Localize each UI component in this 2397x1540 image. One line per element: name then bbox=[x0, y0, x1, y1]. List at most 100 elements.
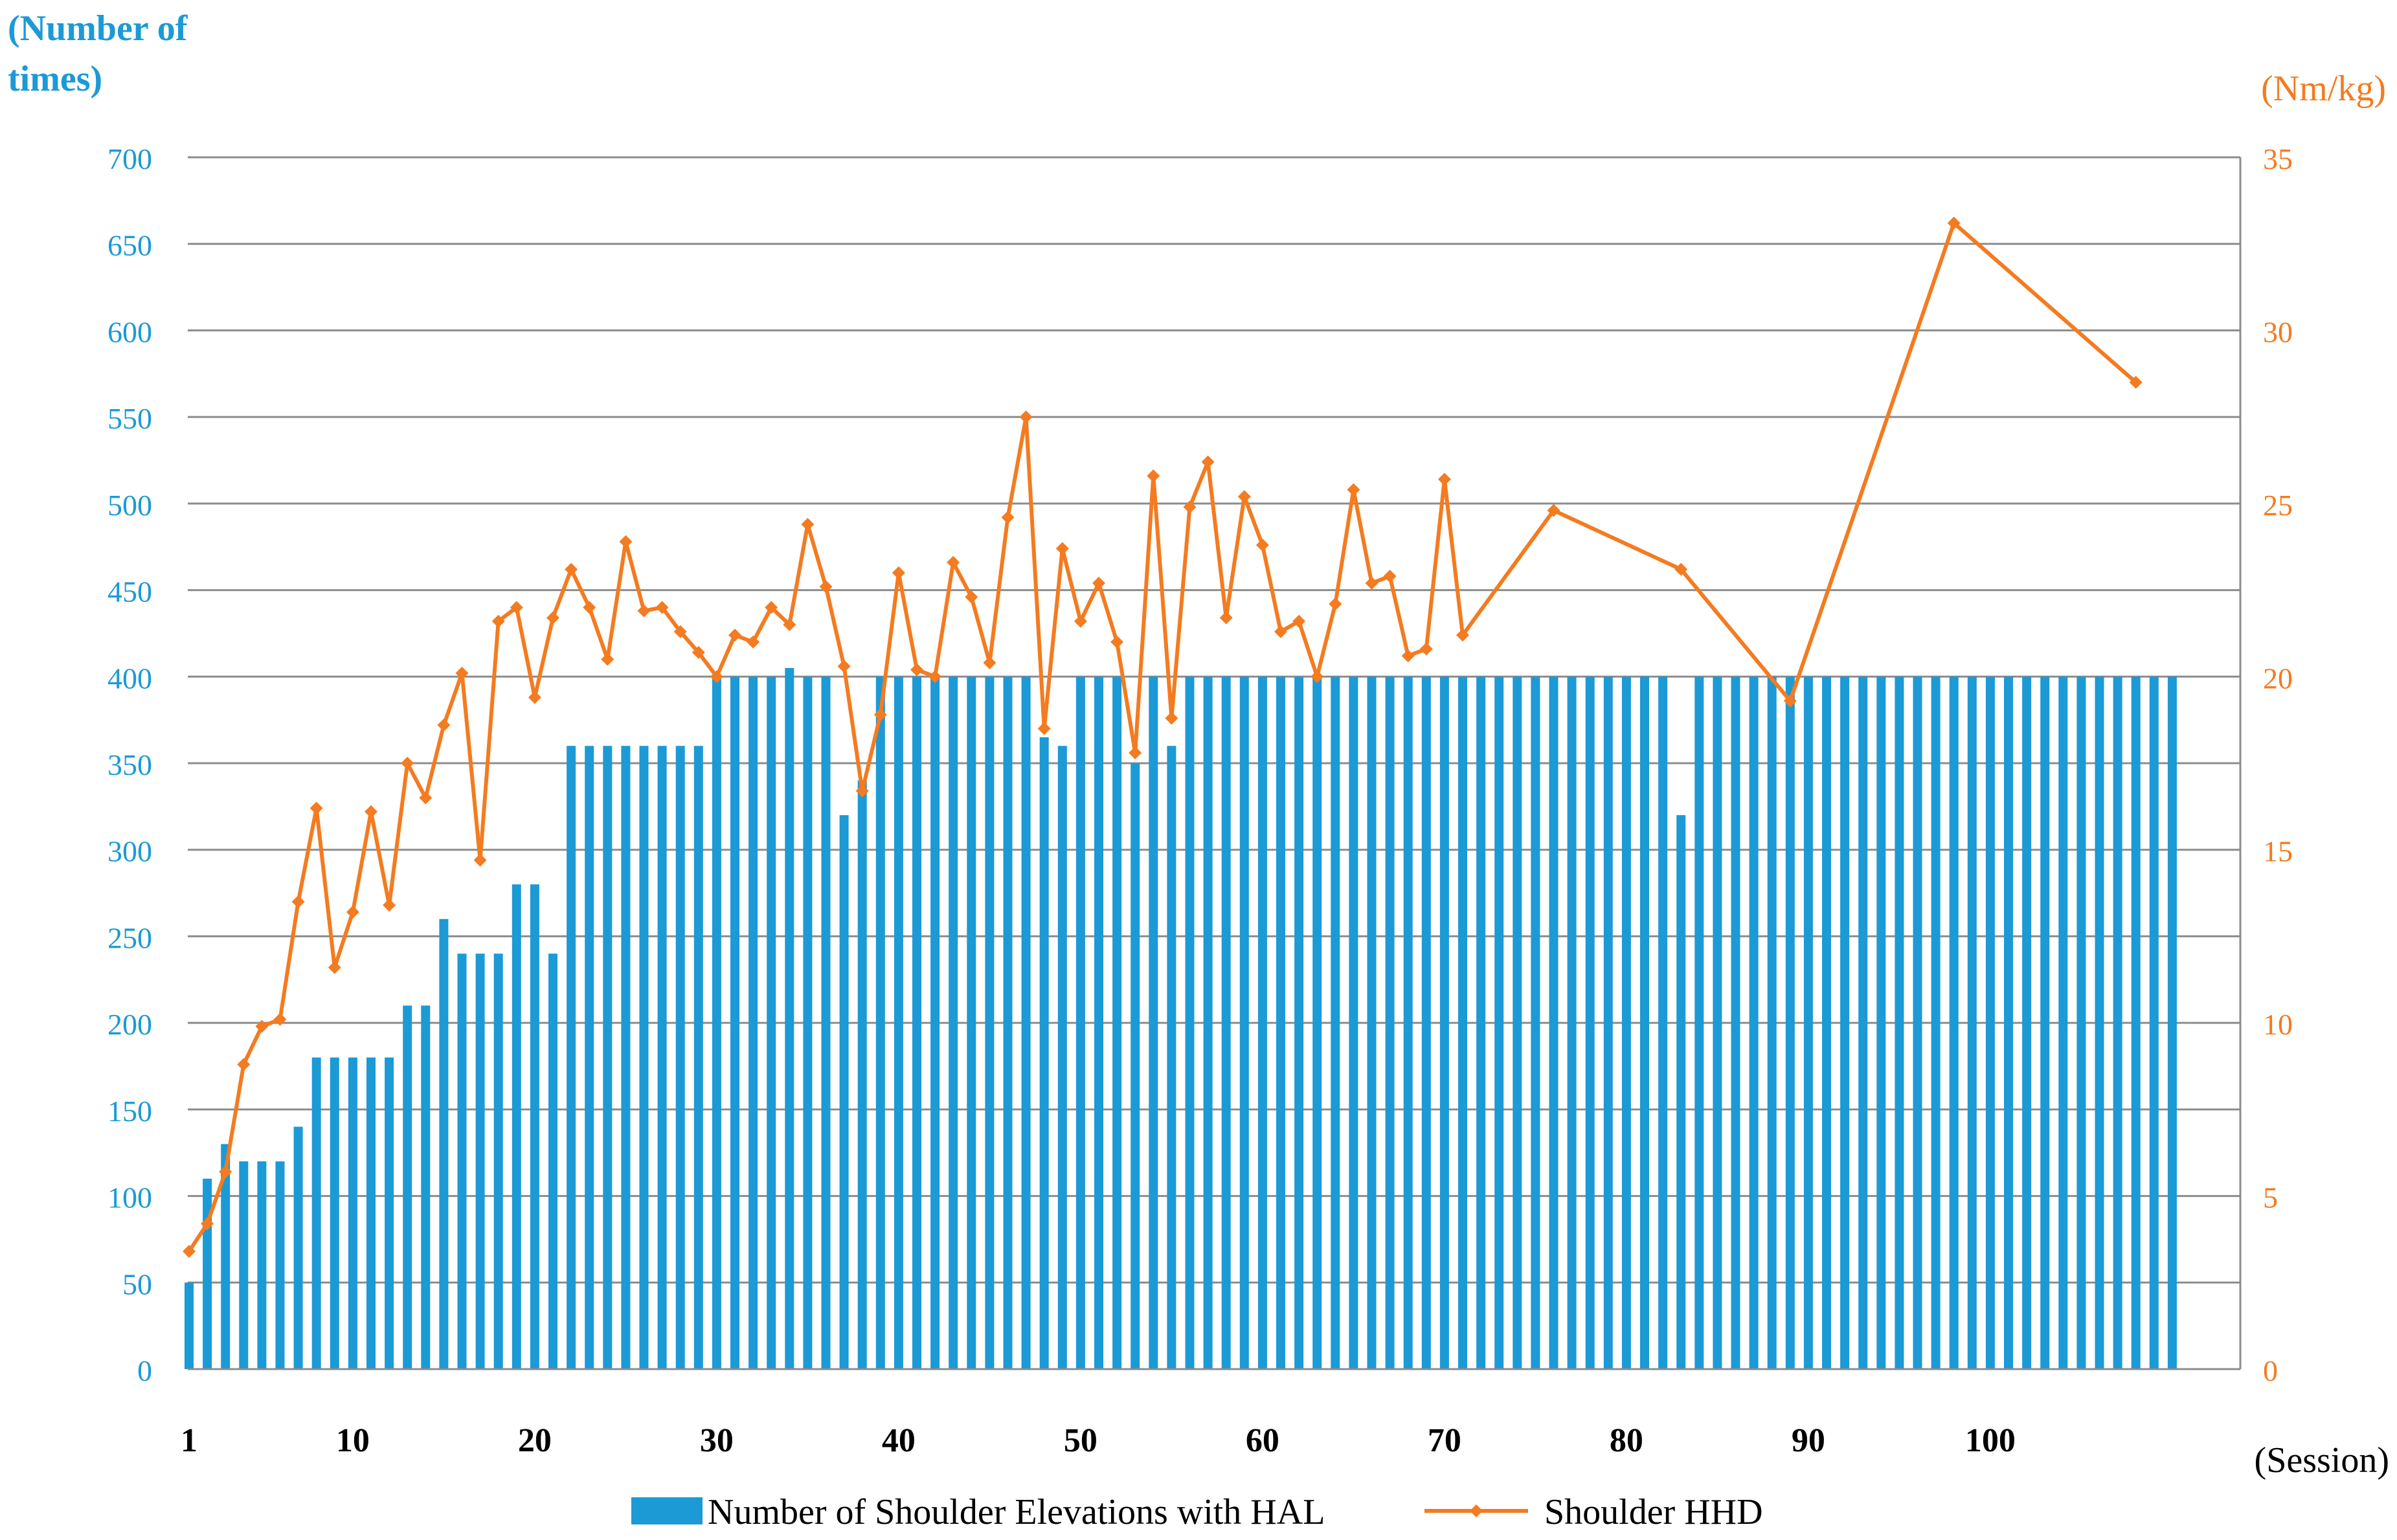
bar bbox=[603, 746, 613, 1369]
legend-line-marker bbox=[1470, 1504, 1483, 1517]
x-tick-label: 20 bbox=[518, 1422, 552, 1459]
hhd-point bbox=[401, 757, 414, 770]
bar bbox=[1239, 676, 1249, 1369]
bar bbox=[839, 815, 849, 1369]
hhd-point bbox=[291, 895, 305, 908]
bar bbox=[1312, 676, 1322, 1369]
bar bbox=[1494, 676, 1504, 1369]
bar bbox=[639, 746, 649, 1369]
bar bbox=[1858, 676, 1868, 1369]
hhd-point bbox=[1037, 722, 1051, 735]
bar bbox=[785, 667, 794, 1369]
bar bbox=[930, 676, 940, 1369]
hhd-point bbox=[892, 566, 905, 579]
hhd-point bbox=[765, 601, 778, 614]
hhd-point bbox=[255, 1020, 269, 1033]
hhd-point bbox=[619, 535, 633, 548]
bar bbox=[1967, 676, 1977, 1369]
hhd-point bbox=[837, 660, 851, 673]
bar bbox=[221, 1144, 231, 1369]
bar bbox=[1057, 746, 1067, 1369]
bar bbox=[239, 1161, 249, 1369]
bar bbox=[1731, 676, 1740, 1369]
hhd-point bbox=[747, 635, 760, 649]
bar bbox=[1513, 676, 1522, 1369]
bar bbox=[875, 676, 885, 1369]
left-tick-label: 100 bbox=[107, 1181, 152, 1214]
left-tick-label: 150 bbox=[107, 1095, 152, 1128]
hhd-point bbox=[1165, 711, 1178, 725]
hhd-point bbox=[1329, 597, 1342, 610]
bar bbox=[2113, 676, 2122, 1369]
bar bbox=[475, 954, 485, 1369]
bar bbox=[1167, 746, 1176, 1369]
right-axis-title: (Nm/kg) bbox=[2261, 69, 2386, 109]
bar bbox=[421, 1005, 431, 1369]
axes bbox=[188, 157, 2242, 1370]
hhd-point bbox=[437, 719, 451, 732]
hhd-point bbox=[983, 656, 996, 669]
bar bbox=[1603, 676, 1613, 1369]
bar bbox=[857, 780, 867, 1369]
left-tick-label: 700 bbox=[107, 142, 152, 175]
x-axis-ticks: 1 10 20 30 40 50 60 70 80 90 100 bbox=[181, 1422, 2016, 1459]
left-axis-ticks: 0 50 100 150 200 250 300 350 400 450 500 550 600 650 7… bbox=[107, 142, 152, 1387]
bar bbox=[1676, 815, 1686, 1369]
x-tick-label: 80 bbox=[1610, 1422, 1643, 1459]
bar bbox=[1421, 676, 1431, 1369]
hhd-point bbox=[510, 601, 523, 614]
bar bbox=[1749, 676, 1759, 1369]
hhd-point bbox=[1437, 473, 1451, 486]
left-tick-label: 450 bbox=[107, 575, 152, 608]
bar bbox=[1003, 676, 1013, 1369]
bar bbox=[1112, 676, 1122, 1369]
bar bbox=[1640, 676, 1649, 1369]
bar bbox=[2040, 676, 2050, 1369]
bar bbox=[348, 1057, 357, 1369]
hhd-point bbox=[346, 905, 359, 919]
left-axis-title-line2: times) bbox=[8, 59, 102, 99]
hhd-point bbox=[1255, 539, 1269, 552]
bar bbox=[567, 746, 576, 1369]
hhd-point bbox=[1219, 611, 1233, 625]
bar bbox=[512, 884, 521, 1369]
bar bbox=[949, 676, 958, 1369]
hhd-point bbox=[583, 601, 596, 614]
bar-series bbox=[185, 667, 2177, 1369]
hhd-point bbox=[273, 1012, 287, 1026]
x-tick-label: 50 bbox=[1064, 1422, 1097, 1459]
hhd-point bbox=[1110, 635, 1124, 649]
bar bbox=[457, 954, 467, 1369]
bar bbox=[2076, 676, 2086, 1369]
bar bbox=[1221, 676, 1231, 1369]
hhd-point bbox=[947, 555, 960, 569]
x-tick-label: 90 bbox=[1792, 1422, 1825, 1459]
hhd-point bbox=[728, 629, 741, 642]
bar bbox=[1840, 676, 1850, 1369]
bar bbox=[1439, 676, 1449, 1369]
bar bbox=[967, 676, 976, 1369]
bar bbox=[1458, 676, 1467, 1369]
hhd-point bbox=[637, 604, 651, 618]
bar bbox=[748, 676, 758, 1369]
x-tick-label: 40 bbox=[882, 1422, 916, 1459]
hhd-point bbox=[1019, 410, 1033, 424]
bar bbox=[439, 919, 449, 1369]
hhd-point bbox=[1365, 576, 1379, 590]
legend-bar-label: Number of Shoulder Elevations with HAL bbox=[708, 1492, 1325, 1532]
bar bbox=[2149, 676, 2159, 1369]
right-tick-label: 20 bbox=[2263, 662, 2293, 695]
grid-lines bbox=[188, 156, 2240, 1284]
hhd-point bbox=[873, 708, 887, 722]
bar bbox=[2022, 676, 2032, 1369]
left-tick-label: 400 bbox=[107, 662, 152, 695]
bar bbox=[1367, 676, 1377, 1369]
hhd-point bbox=[1129, 746, 1142, 759]
hhd-point bbox=[1183, 500, 1197, 514]
hhd-point bbox=[692, 645, 705, 659]
hhd-point bbox=[783, 618, 796, 632]
hhd-point bbox=[928, 670, 942, 684]
bar bbox=[1913, 676, 1922, 1369]
hhd-line bbox=[187, 221, 2137, 1253]
hhd-point bbox=[655, 601, 669, 614]
